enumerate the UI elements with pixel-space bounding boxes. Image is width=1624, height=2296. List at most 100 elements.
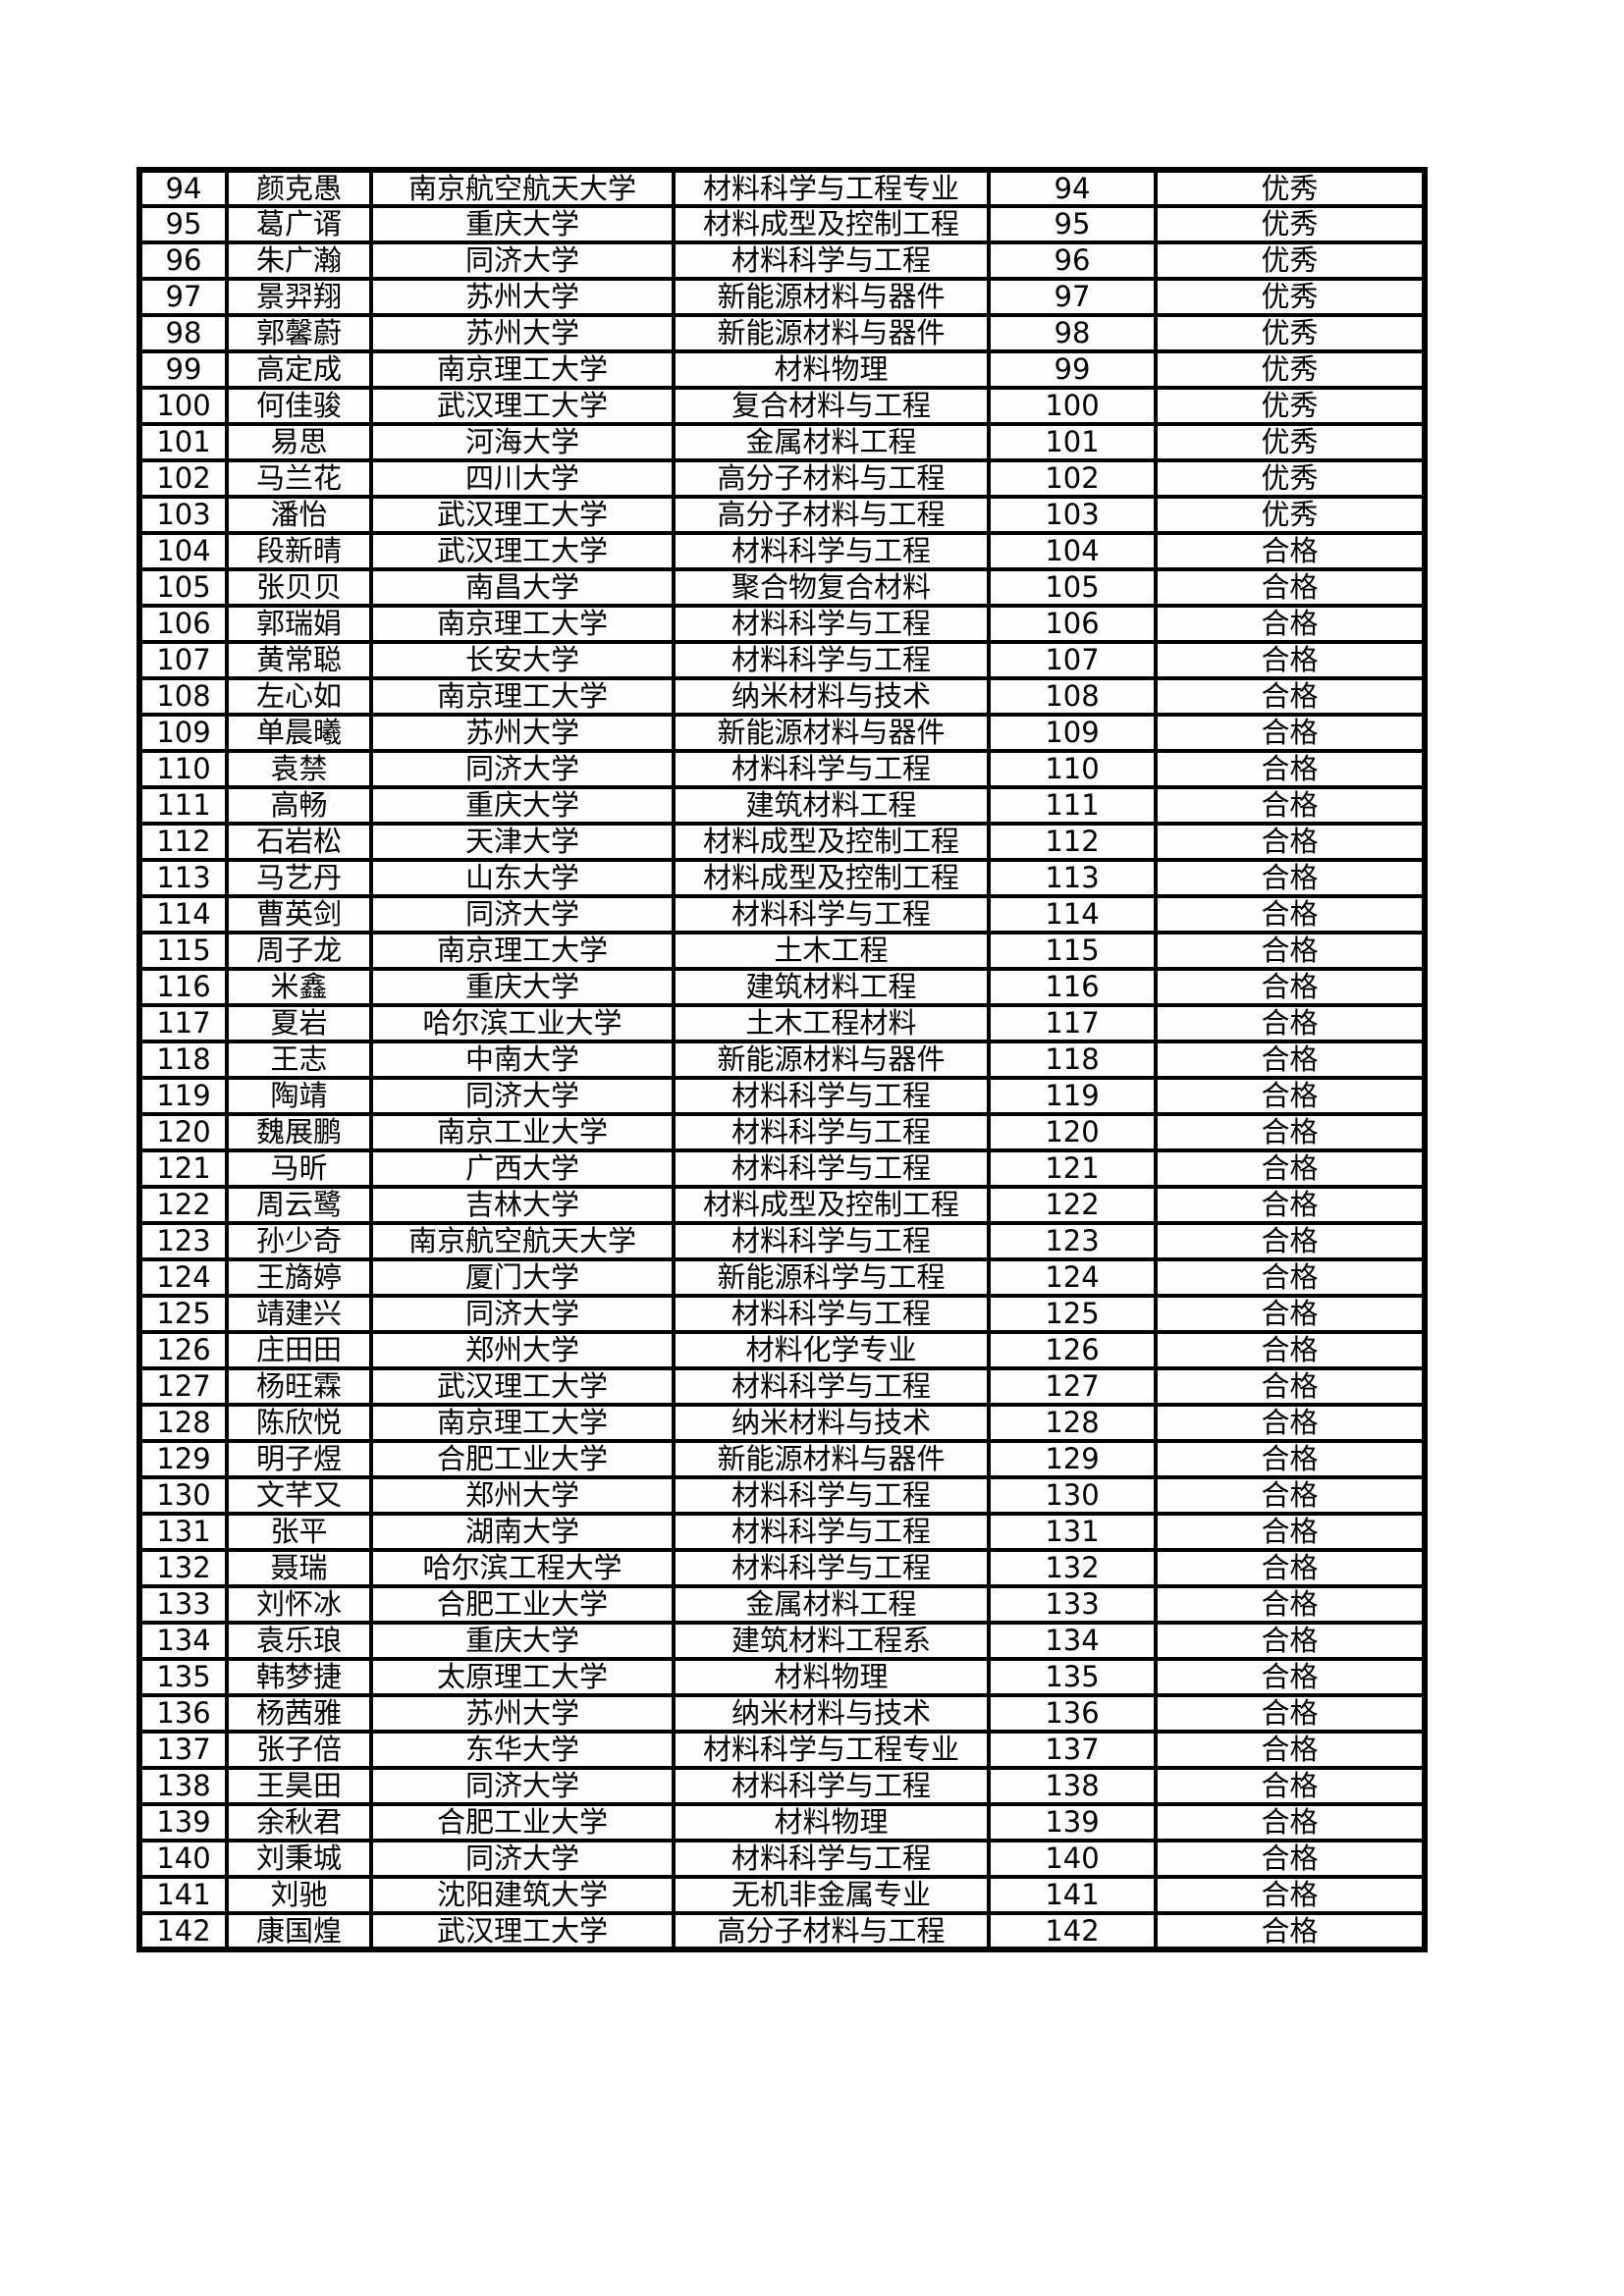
major-cell: 材料科学与工程 [672,1839,991,1879]
row-number-cell: 138 [137,1766,229,1806]
sequence-number-cell: 105 [987,567,1158,608]
grade-cell: 合格 [1154,967,1427,1007]
table-row: 130 文芊又 郑州大学 材料科学与工程 130 合格 [137,1475,1427,1516]
major-cell: 材料科学与工程 [672,1766,991,1806]
grade-cell: 优秀 [1154,313,1427,353]
major-cell: 聚合物复合材料 [672,567,991,608]
sequence-number-cell: 107 [987,640,1158,680]
row-number-cell: 99 [137,349,229,390]
table-row: 131 张平 湖南大学 材料科学与工程 131 合格 [137,1512,1427,1552]
grade-cell: 合格 [1154,1621,1427,1661]
major-cell: 材料科学与工程 [672,1148,991,1189]
row-number-cell: 106 [137,604,229,644]
university-cell: 厦门大学 [369,1257,676,1298]
student-name-cell: 左心如 [225,676,373,717]
row-number-cell: 104 [137,531,229,571]
university-cell: 南京航空航天大学 [369,1221,676,1261]
university-cell: 同济大学 [369,1294,676,1334]
table-row: 137 张子倍 东华大学 材料科学与工程专业 137 合格 [137,1730,1427,1770]
student-name-cell: 高定成 [225,349,373,390]
row-number-cell: 118 [137,1040,229,1080]
grade-cell: 合格 [1154,1475,1427,1516]
grade-cell: 优秀 [1154,277,1427,317]
university-cell: 哈尔滨工程大学 [369,1548,676,1588]
student-name-cell: 高畅 [225,785,373,826]
sequence-number-cell: 101 [987,422,1158,462]
grade-cell: 合格 [1154,531,1427,571]
grade-cell: 优秀 [1154,386,1427,426]
major-cell: 材料物理 [672,349,991,390]
table-row: 105 张贝贝 南昌大学 聚合物复合材料 105 合格 [137,567,1427,608]
major-cell: 新能源材料与器件 [672,713,991,753]
student-name-cell: 袁禁 [225,749,373,789]
university-cell: 同济大学 [369,894,676,934]
major-cell: 材料科学与工程专业 [672,1730,991,1770]
sequence-number-cell: 111 [987,785,1158,826]
major-cell: 材料科学与工程专业 [672,168,991,208]
grade-cell: 合格 [1154,676,1427,717]
major-cell: 材料成型及控制工程 [672,858,991,898]
row-number-cell: 126 [137,1330,229,1370]
table-row: 110 袁禁 同济大学 材料科学与工程 110 合格 [137,749,1427,789]
sequence-number-cell: 120 [987,1112,1158,1152]
row-number-cell: 115 [137,931,229,971]
grade-cell: 合格 [1154,1294,1427,1334]
table-row: 142 康国煌 武汉理工大学 高分子材料与工程 142 合格 [137,1911,1427,1951]
student-name-cell: 康国煌 [225,1911,373,1951]
major-cell: 复合材料与工程 [672,386,991,426]
student-name-cell: 葛广谞 [225,204,373,244]
table-row: 135 韩梦捷 太原理工大学 材料物理 135 合格 [137,1657,1427,1697]
row-number-cell: 113 [137,858,229,898]
university-cell: 武汉理工大学 [369,495,676,535]
major-cell: 材料科学与工程 [672,604,991,644]
row-number-cell: 116 [137,967,229,1007]
table-row: 101 易思 河海大学 金属材料工程 101 优秀 [137,422,1427,462]
university-cell: 同济大学 [369,1839,676,1879]
row-number-cell: 102 [137,458,229,499]
university-cell: 东华大学 [369,1730,676,1770]
grade-cell: 合格 [1154,1439,1427,1479]
grade-cell: 优秀 [1154,240,1427,281]
table-row: 125 靖建兴 同济大学 材料科学与工程 125 合格 [137,1294,1427,1334]
sequence-number-cell: 126 [987,1330,1158,1370]
table-row: 133 刘怀冰 合肥工业大学 金属材料工程 133 合格 [137,1584,1427,1625]
grade-cell: 合格 [1154,713,1427,753]
student-name-cell: 张子倍 [225,1730,373,1770]
grade-cell: 合格 [1154,1221,1427,1261]
student-name-cell: 段新晴 [225,531,373,571]
row-number-cell: 121 [137,1148,229,1189]
table-row: 113 马艺丹 山东大学 材料成型及控制工程 113 合格 [137,858,1427,898]
university-cell: 南京理工大学 [369,349,676,390]
university-cell: 吉林大学 [369,1185,676,1225]
university-cell: 中南大学 [369,1040,676,1080]
university-cell: 重庆大学 [369,967,676,1007]
university-cell: 同济大学 [369,240,676,281]
row-number-cell: 123 [137,1221,229,1261]
table-row: 103 潘怡 武汉理工大学 高分子材料与工程 103 优秀 [137,495,1427,535]
major-cell: 材料科学与工程 [672,1076,991,1116]
row-number-cell: 141 [137,1875,229,1915]
sequence-number-cell: 94 [987,168,1158,208]
university-cell: 重庆大学 [369,204,676,244]
major-cell: 材料成型及控制工程 [672,822,991,862]
sequence-number-cell: 127 [987,1366,1158,1407]
table-row: 99 高定成 南京理工大学 材料物理 99 优秀 [137,349,1427,390]
sequence-number-cell: 140 [987,1839,1158,1879]
table-row: 127 杨旺霖 武汉理工大学 材料科学与工程 127 合格 [137,1366,1427,1407]
grade-cell: 合格 [1154,749,1427,789]
major-cell: 纳米材料与技术 [672,1403,991,1443]
grade-cell: 合格 [1154,1584,1427,1625]
grade-cell: 优秀 [1154,168,1427,208]
grade-cell: 合格 [1154,1911,1427,1951]
grade-cell: 合格 [1154,1693,1427,1734]
major-cell: 高分子材料与工程 [672,1911,991,1951]
university-cell: 长安大学 [369,640,676,680]
major-cell: 材料化学专业 [672,1330,991,1370]
grade-cell: 合格 [1154,1076,1427,1116]
row-number-cell: 135 [137,1657,229,1697]
university-cell: 天津大学 [369,822,676,862]
major-cell: 建筑材料工程 [672,967,991,1007]
row-number-cell: 124 [137,1257,229,1298]
student-name-cell: 易思 [225,422,373,462]
university-cell: 武汉理工大学 [369,1911,676,1951]
